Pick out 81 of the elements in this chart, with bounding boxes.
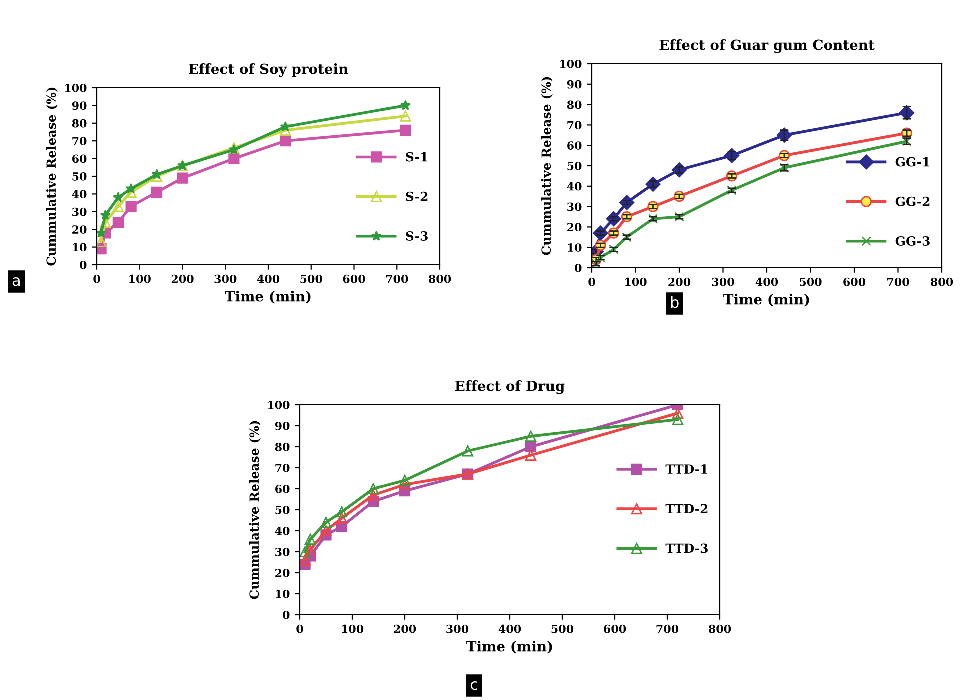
y-tick-label: 10 (73, 243, 87, 252)
y-tick-label: 20 (568, 223, 582, 232)
x-tick-label: 500 (552, 624, 574, 634)
chart-title: Effect of Drug (455, 380, 565, 394)
legend-label: S-1 (406, 152, 428, 162)
x-tick-label: 100 (130, 274, 151, 284)
x-tick-label: 500 (800, 278, 822, 286)
y-tick-label: 20 (276, 568, 290, 578)
text: b (671, 296, 679, 308)
x-tick-label: 600 (844, 278, 866, 286)
legend-label: S-2 (406, 192, 428, 202)
y-tick-label: 0 (575, 264, 582, 272)
legend-label: GG-3 (896, 236, 930, 246)
x-tick-label: 300 (446, 624, 469, 634)
y-tick-label: 50 (276, 506, 290, 514)
legend-label: TTD-3 (666, 544, 708, 554)
x-tick-label: 100 (342, 624, 364, 634)
x-tick-label: 800 (930, 278, 954, 286)
legend-label: S-3 (406, 232, 428, 241)
y-tick-label: 70 (276, 464, 290, 472)
y-tick-label: 100 (560, 60, 582, 68)
x-axis-title: Time (min) (466, 641, 552, 654)
y-tick-label: 80 (567, 100, 582, 110)
y-tick-label: 90 (567, 80, 582, 89)
y-tick-label: 60 (72, 154, 87, 164)
y-tick-label: 40 (275, 526, 290, 536)
legend-label: TTD-1 (666, 464, 708, 474)
x-tick-label: 200 (172, 274, 194, 284)
x-tick-label: 400 (498, 624, 522, 634)
y-tick-label: 10 (276, 590, 290, 598)
text: a (12, 277, 20, 286)
y-tick-label: 60 (568, 142, 582, 150)
x-tick-label: 800 (428, 274, 452, 284)
x-tick-label: 100 (626, 278, 647, 286)
y-axis-title: Cummulative Release (%) (46, 88, 58, 266)
chart-title: Effect of Soy protein (189, 64, 348, 78)
legend-label: TTD-2 (666, 504, 708, 514)
x-tick-label: 700 (888, 278, 910, 286)
x-tick-label: 700 (386, 274, 408, 284)
y-tick-label: 0 (80, 260, 87, 270)
x-tick-label: 600 (343, 274, 366, 284)
y-tick-label: 0 (283, 610, 290, 620)
legend-label: GG-1 (896, 157, 930, 167)
x-tick-label: 200 (394, 624, 416, 634)
y-tick-label: 40 (72, 190, 87, 199)
x-tick-label: 300 (712, 278, 734, 286)
y-tick-label: 70 (568, 121, 582, 130)
legend-label: GG-2 (896, 196, 930, 206)
x-tick-label: 0 (588, 278, 596, 286)
text: c (470, 681, 478, 690)
y-tick-label: 80 (275, 442, 290, 452)
x-tick-label: 700 (656, 624, 679, 634)
y-tick-label: 80 (72, 119, 87, 128)
y-tick-label: 30 (72, 208, 87, 216)
x-tick-label: 0 (296, 624, 304, 634)
y-axis-title: Cummulative Release (%) (541, 77, 553, 256)
y-tick-label: 100 (65, 84, 87, 92)
x-axis-title: Time (min) (225, 291, 311, 304)
x-tick-label: 400 (756, 278, 778, 286)
x-tick-label: 800 (708, 624, 732, 634)
y-tick-label: 30 (568, 202, 582, 212)
y-tick-label: 90 (72, 102, 87, 110)
y-tick-label: 50 (568, 162, 582, 170)
y-tick-label: 20 (72, 226, 87, 234)
y-tick-label: 60 (276, 484, 290, 494)
y-tick-label: 100 (268, 400, 290, 410)
x-tick-label: 200 (668, 278, 691, 286)
x-tick-label: 300 (214, 274, 237, 284)
x-axis-title: Time (min) (724, 294, 810, 307)
x-tick-label: 400 (257, 274, 280, 284)
chart-title: Effect of Guar gum Content (660, 40, 875, 54)
x-tick-label: 600 (604, 624, 626, 634)
y-tick-label: 10 (568, 244, 582, 252)
y-axis-title: Cummulative Release (%) (249, 421, 261, 600)
y-tick-label: 30 (276, 548, 290, 556)
x-tick-label: 0 (94, 274, 100, 284)
y-tick-label: 70 (72, 137, 87, 146)
y-tick-label: 90 (275, 422, 290, 430)
x-tick-label: 500 (300, 274, 322, 284)
y-tick-label: 40 (567, 182, 582, 191)
y-tick-label: 50 (72, 172, 87, 181)
